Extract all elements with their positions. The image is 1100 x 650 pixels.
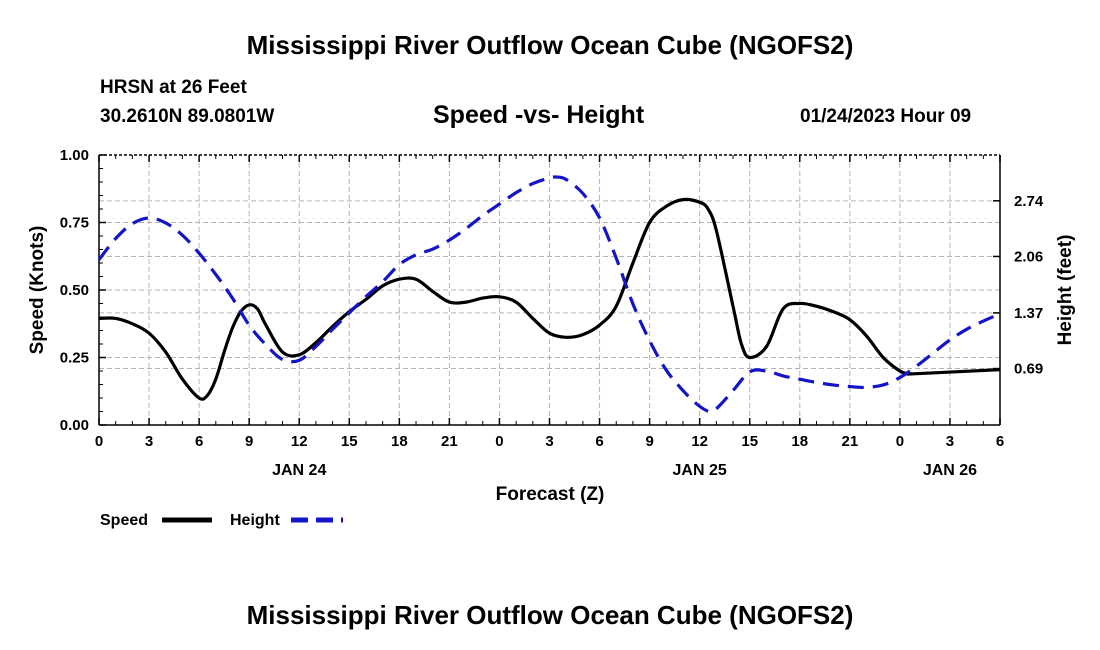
x-tick-label: 3	[145, 433, 153, 450]
y-tick-label: 0.75	[60, 215, 89, 232]
x-tick-label: 12	[291, 433, 308, 450]
x-tick-label: 21	[841, 433, 858, 450]
x-tick-label: 18	[391, 433, 408, 450]
x-tick-label: 18	[791, 433, 808, 450]
y2-tick-label: 1.37	[1014, 305, 1043, 322]
y-tick-label: 0.25	[60, 350, 89, 367]
series-line-height	[97, 175, 1001, 414]
x-tick-label: 6	[195, 433, 203, 450]
y2-tick-label: 2.06	[1014, 248, 1043, 265]
y2-tick-label: 2.74	[1014, 193, 1044, 210]
legend-label-height: Height	[230, 512, 280, 529]
coordinates-label: 30.2610N 89.0801W	[100, 106, 275, 127]
x-tick-label: 12	[691, 433, 708, 450]
footer-title: Mississippi River Outflow Ocean Cube (NG…	[246, 600, 854, 630]
date-label: JAN 25	[673, 462, 727, 479]
chart-title: Mississippi River Outflow Ocean Cube (NG…	[246, 30, 854, 60]
x-tick-label: 15	[741, 433, 758, 450]
y-tick-label: 0.00	[60, 417, 89, 434]
x-tick-label: 6	[595, 433, 603, 450]
y-tick-label: 0.50	[60, 282, 89, 299]
x-axis-label: Forecast (Z)	[496, 484, 605, 505]
y-tick-label: 1.00	[60, 147, 89, 164]
chart-subtitle: Speed -vs- Height	[433, 101, 645, 129]
x-tick-label: 3	[545, 433, 553, 450]
legend-label-speed: Speed	[100, 512, 148, 529]
x-tick-label: 9	[645, 433, 653, 450]
y2-axis-label: Height (feet)	[1055, 235, 1076, 346]
date-label: JAN 26	[923, 462, 977, 479]
x-tick-label: 21	[441, 433, 458, 450]
x-tick-label: 6	[996, 433, 1004, 450]
x-tick-label: 0	[495, 433, 503, 450]
x-tick-label: 15	[341, 433, 358, 450]
forecast-datetime: 01/24/2023 Hour 09	[800, 106, 972, 127]
x-tick-label: 9	[245, 433, 253, 450]
series-line-speed	[98, 197, 1001, 401]
x-tick-label: 3	[946, 433, 954, 450]
station-label: HRSN at 26 Feet	[100, 77, 247, 98]
x-tick-label: 0	[95, 433, 103, 450]
y-axis-label: Speed (Knots)	[27, 226, 48, 355]
x-tick-label: 0	[896, 433, 904, 450]
y2-tick-label: 0.69	[1014, 361, 1043, 378]
date-label: JAN 24	[272, 462, 326, 479]
